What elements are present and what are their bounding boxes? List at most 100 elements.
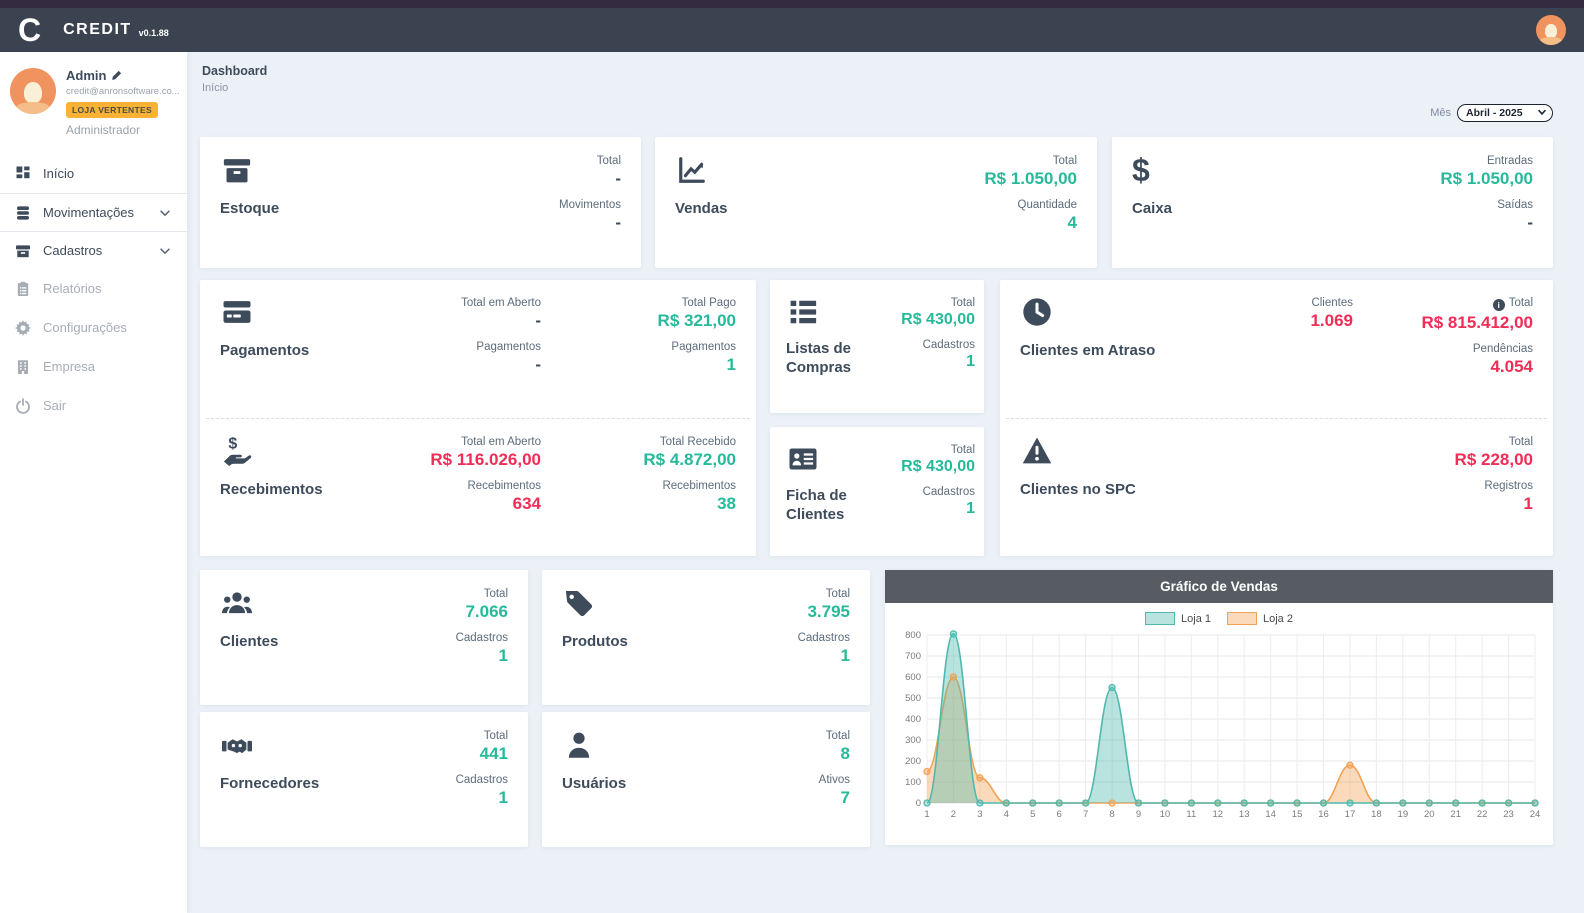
archive-box-icon [16, 244, 30, 257]
stat-label: Pendências [1472, 343, 1533, 355]
legend-label: Loja 2 [1263, 612, 1293, 625]
month-select[interactable]: Abril - 2025 [1457, 104, 1553, 122]
card-title: Listas de Compras [786, 340, 852, 376]
chart-title: Gráfico de Vendas [885, 570, 1553, 603]
box-icon [220, 155, 254, 185]
legend-item-loja1[interactable]: Loja 1 [1145, 612, 1211, 625]
legend-label: Loja 1 [1181, 612, 1211, 625]
stat-value: R$ 815.412,00 [1421, 313, 1533, 332]
divider [1006, 418, 1547, 419]
stat-value: 1 [966, 353, 975, 370]
legend-swatch-loja2 [1227, 612, 1257, 625]
stat-value: 4 [1067, 213, 1077, 232]
clipboard-icon [17, 281, 29, 296]
sidebar-user-block: Admin credit@anronsoftware.co... LOJA VE… [0, 52, 187, 147]
svg-text:18: 18 [1371, 809, 1382, 820]
chart-line-icon [675, 155, 709, 185]
stat-value: 1 [498, 646, 508, 665]
sidebar-item-cadastros[interactable]: Cadastros [0, 231, 187, 269]
user-icon [562, 730, 596, 760]
stat-label: Total [483, 588, 508, 600]
svg-text:700: 700 [905, 651, 921, 662]
chart-legend: Loja 1 Loja 2 [885, 612, 1553, 625]
clock-icon [1020, 297, 1054, 327]
chevron-down-icon [160, 247, 170, 254]
user-email: credit@anronsoftware.co... [66, 86, 180, 97]
sidebar-item-sair[interactable]: Sair [0, 386, 187, 425]
stat-value: R$ 430,00 [901, 311, 975, 328]
sidebar-item-label: Relatórios [43, 281, 102, 296]
user-menu-avatar[interactable] [1536, 15, 1566, 45]
svg-text:200: 200 [905, 756, 921, 767]
credit-card-icon [220, 297, 254, 327]
svg-text:400: 400 [905, 714, 921, 725]
svg-text:1: 1 [924, 809, 929, 820]
card-title: Produtos [562, 633, 628, 650]
user-name: Admin [66, 68, 107, 83]
svg-text:11: 11 [1186, 809, 1196, 820]
card-title: Caixa [1132, 200, 1173, 217]
stat-label: i Total [1383, 297, 1533, 311]
stat-label: Entradas [1486, 155, 1533, 167]
stat-label: Cadastros [922, 339, 975, 351]
stat-label: Recebimentos [467, 480, 541, 492]
stat-value: - [1527, 213, 1533, 232]
sidebar-item-inicio[interactable]: Início [0, 153, 187, 193]
brand-name: CREDIT [63, 21, 132, 38]
stat-value: 1 [498, 788, 508, 807]
sidebar-item-label: Empresa [43, 359, 96, 374]
stat-label: Total [1508, 436, 1533, 448]
dollar-icon: $ [1132, 152, 1150, 188]
sidebar-item-relatorios[interactable]: Relatórios [0, 269, 187, 308]
svg-text:16: 16 [1318, 809, 1329, 820]
card-caixa: $ Caixa Entradas R$ 1.050,00 Saídas - [1112, 137, 1553, 268]
stat-label: Cadastros [455, 632, 508, 644]
stat-label: Total Pago [681, 297, 736, 309]
section-pagamentos: Pagamentos Total em Aberto - Pagamentos … [200, 280, 756, 418]
stat-label: Clientes [1311, 297, 1353, 309]
stat-value: R$ 1.050,00 [984, 169, 1077, 188]
card-title: Estoque [220, 200, 280, 217]
stat-value: 38 [717, 494, 736, 513]
stat-label: Total em Aberto [461, 436, 541, 448]
card-title: Pagamentos [220, 342, 310, 359]
stat-value: 634 [512, 494, 541, 513]
card-title: Fornecedores [220, 775, 320, 792]
svg-text:14: 14 [1265, 809, 1276, 820]
card-listas-de-compras: Listas de Compras Total R$ 430,00 Cadast… [770, 280, 984, 413]
card-title: Clientes no SPC [1020, 481, 1136, 498]
sidebar-item-label: Início [43, 165, 75, 181]
legend-item-loja2[interactable]: Loja 2 [1227, 612, 1293, 625]
sidebar-item-empresa[interactable]: Empresa [0, 347, 187, 386]
stat-label: Total [825, 730, 850, 742]
svg-text:23: 23 [1503, 809, 1514, 820]
svg-text:8: 8 [1109, 809, 1114, 820]
card-usuarios: Usuários Total 8 Ativos 7 [542, 712, 870, 847]
section-clientes-no-spc: Clientes no SPC Total R$ 228,00 Registro… [1000, 419, 1553, 557]
sidebar-item-label: Movimentações [43, 205, 135, 220]
info-icon[interactable]: i [1492, 299, 1505, 311]
svg-text:12: 12 [1212, 809, 1223, 820]
stat-value: - [615, 213, 621, 232]
stat-value: - [535, 355, 541, 374]
sidebar-item-movimentacoes[interactable]: Movimentações [0, 193, 187, 231]
stat-value: 1 [840, 646, 850, 665]
svg-text:500: 500 [905, 693, 921, 704]
stat-value: 7.066 [465, 602, 508, 621]
stat-label: Pagamentos [671, 341, 736, 353]
edit-pencil-icon[interactable] [111, 70, 122, 81]
sidebar-item-configuracoes[interactable]: Configurações [0, 308, 187, 347]
sales-chart-panel: Gráfico de Vendas Loja 1 Loja 2 0 100 200 3… [885, 570, 1553, 845]
svg-text:100: 100 [905, 777, 921, 788]
stat-value: 1 [966, 500, 975, 517]
card-vendas: Vendas Total R$ 1.050,00 Quantidade 4 [655, 137, 1097, 268]
stat-label: Saídas [1497, 199, 1533, 211]
svg-text:10: 10 [1160, 809, 1171, 820]
card-fornecedores: Fornecedores Total 441 Cadastros 1 [200, 712, 528, 847]
svg-text:13: 13 [1239, 809, 1250, 820]
svg-text:24: 24 [1530, 809, 1541, 820]
chevron-down-icon [160, 209, 170, 216]
svg-text:9: 9 [1136, 809, 1141, 820]
stat-label: Total [1052, 155, 1077, 167]
